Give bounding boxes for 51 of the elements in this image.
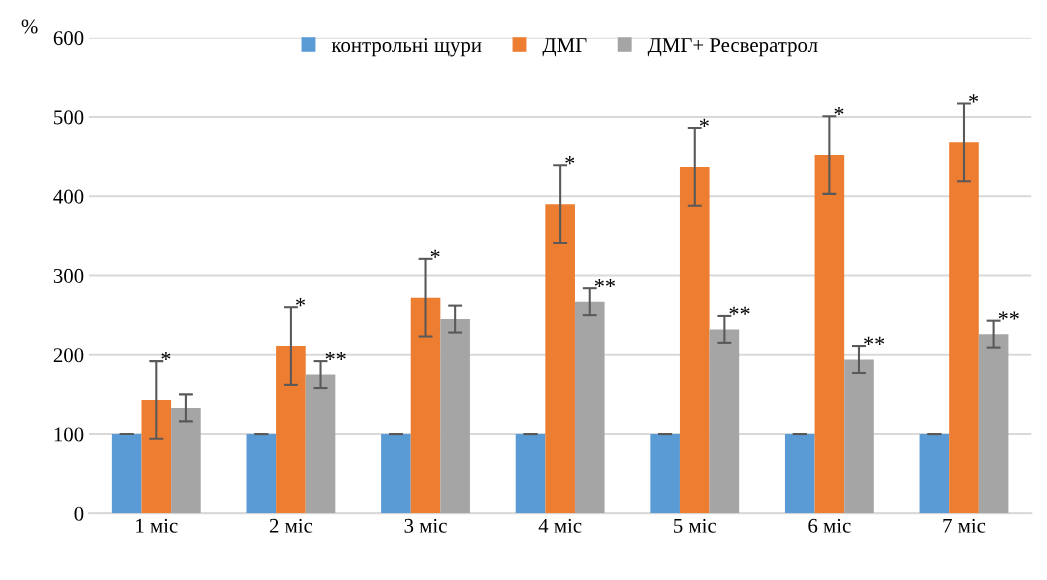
y-axis-title: % (21, 19, 38, 34)
bar (381, 434, 411, 514)
bar (440, 319, 470, 514)
bar (978, 334, 1009, 514)
bar (305, 374, 336, 514)
legend-label: ДМГ+ Ресвератрол (647, 38, 818, 57)
x-tick-label: 7 міс (943, 518, 986, 533)
annotation: * (430, 249, 440, 258)
y-tick-label: 600 (53, 31, 84, 46)
annotation: ** (864, 336, 885, 345)
annotation: * (699, 118, 709, 127)
annotation: ** (729, 306, 750, 315)
annotation: * (296, 298, 305, 307)
x-tick-label: 4 міс (538, 518, 582, 533)
x-tick-label: 6 міс (808, 518, 851, 533)
annotation: * (161, 351, 171, 361)
bar (919, 434, 950, 514)
bar (141, 399, 172, 514)
bar (814, 155, 845, 514)
y-tick-label: 400 (53, 189, 84, 204)
legend-label: ДМГ (542, 38, 587, 57)
legend-label: контрольні щури (331, 38, 482, 57)
bar (246, 434, 277, 514)
annotation: ** (998, 311, 1019, 320)
bar (545, 204, 575, 514)
y-tick-label: 200 (53, 348, 84, 363)
x-tick-label: 5 міс (674, 518, 717, 533)
annotation: * (565, 156, 575, 165)
bar (709, 329, 740, 514)
bar (574, 301, 605, 514)
bar (679, 166, 710, 514)
annotation: * (969, 94, 979, 103)
bar (111, 434, 142, 514)
bar (276, 346, 306, 514)
bar (650, 434, 680, 514)
annotation: ** (325, 351, 346, 361)
x-tick-label: 1 міс (136, 518, 178, 533)
x-tick-label: 2 міс (269, 518, 313, 533)
bar (171, 407, 201, 514)
bar (515, 434, 546, 514)
bar (844, 359, 874, 514)
annotation: ** (594, 278, 615, 288)
y-tick-label: 500 (54, 110, 84, 125)
y-tick-label: 0 (74, 506, 84, 521)
bar (784, 434, 815, 514)
bar (949, 142, 979, 514)
bar (410, 297, 441, 514)
y-tick-label: 300 (53, 268, 84, 283)
y-tick-label: 100 (54, 427, 84, 442)
x-tick-label: 3 міс (404, 518, 447, 533)
annotation: * (834, 106, 844, 116)
